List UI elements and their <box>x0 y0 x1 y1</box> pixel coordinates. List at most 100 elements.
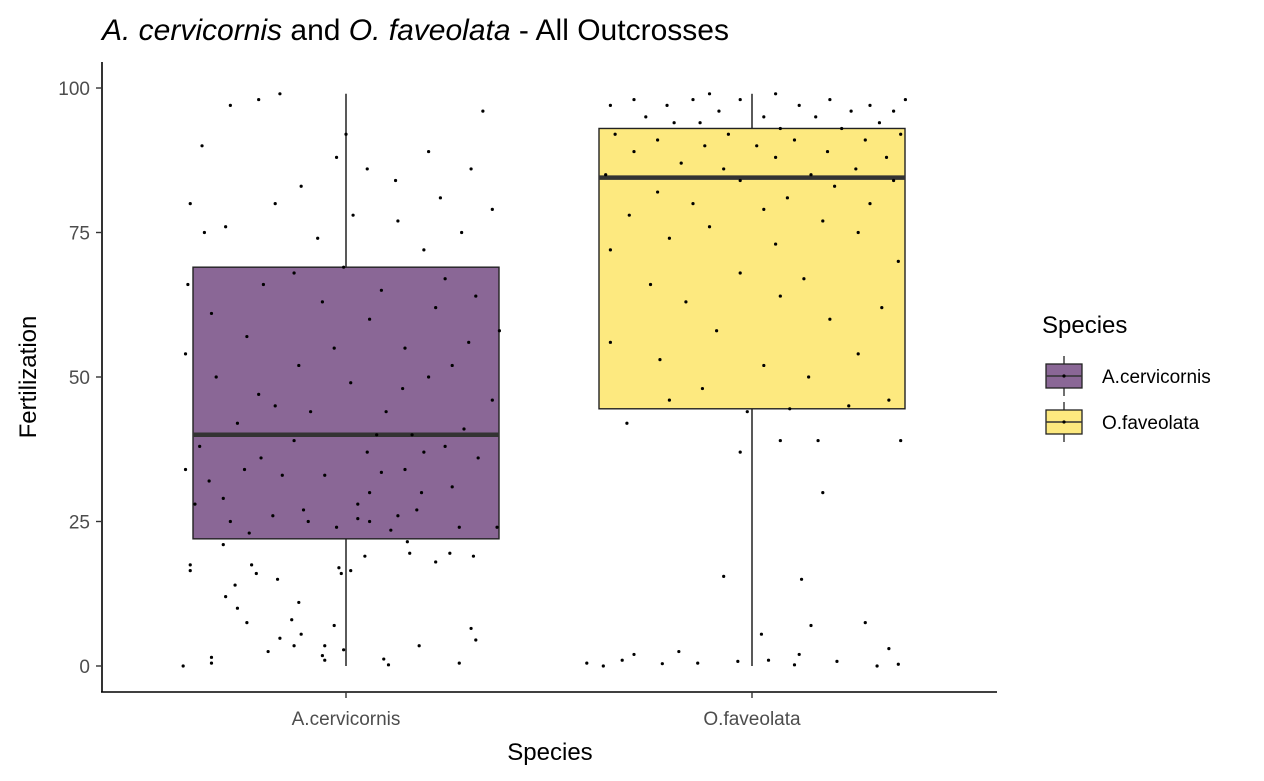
data-point <box>221 496 225 500</box>
data-point <box>188 202 192 206</box>
data-point <box>715 329 719 333</box>
chart-title-part: - All Outcrosses <box>511 14 729 47</box>
legend-label: O.faveolata <box>1102 413 1200 434</box>
data-point <box>476 456 480 460</box>
data-point <box>323 644 327 648</box>
data-point <box>379 288 383 292</box>
data-point <box>672 121 676 125</box>
data-point <box>434 560 438 564</box>
data-point <box>762 207 766 211</box>
data-point <box>738 271 742 275</box>
data-point <box>280 473 284 477</box>
data-point <box>396 219 400 223</box>
data-point <box>365 167 369 171</box>
data-point <box>490 398 494 402</box>
data-point <box>809 173 813 177</box>
y-axis-ticks: 0 25 50 75 100 <box>58 79 102 678</box>
iqr-box <box>598 127 906 410</box>
data-point <box>342 648 346 652</box>
data-point <box>273 202 277 206</box>
data-point <box>221 543 225 547</box>
data-point <box>368 317 372 321</box>
data-point <box>707 92 712 96</box>
data-point <box>762 115 766 119</box>
data-point <box>247 531 251 535</box>
data-point <box>471 554 476 558</box>
data-point <box>415 508 419 512</box>
data-point <box>854 167 858 171</box>
data-point <box>613 132 617 136</box>
data-point <box>700 386 705 391</box>
data-point <box>585 661 589 665</box>
data-point <box>896 259 900 264</box>
data-point <box>379 470 383 474</box>
data-point <box>214 375 218 379</box>
data-point <box>405 540 409 544</box>
legend: Species A.cervicornis O.faveolata <box>1042 312 1211 442</box>
data-point <box>257 97 261 102</box>
data-point <box>814 115 818 119</box>
data-point <box>209 311 214 316</box>
data-point <box>828 317 832 321</box>
data-point <box>401 386 405 391</box>
data-point <box>323 658 327 662</box>
data-point <box>726 132 731 136</box>
data-point <box>667 236 672 240</box>
data-point <box>825 149 830 154</box>
data-point <box>632 97 636 102</box>
data-point <box>880 306 884 310</box>
data-point <box>707 225 712 229</box>
y-tick-label: 50 <box>69 368 90 389</box>
data-point <box>393 178 398 183</box>
data-point <box>448 551 452 555</box>
data-point <box>608 103 613 107</box>
data-point <box>292 271 296 275</box>
data-point <box>427 375 431 379</box>
chart-title-part: and <box>282 14 349 47</box>
data-point <box>658 358 662 362</box>
data-point <box>422 450 426 454</box>
y-axis-title: Fertilization <box>15 316 42 439</box>
data-point <box>745 410 749 414</box>
data-point <box>403 467 407 472</box>
data-point <box>278 92 282 96</box>
data-point <box>198 444 202 448</box>
data-point <box>334 155 339 159</box>
data-point <box>403 346 407 350</box>
data-point <box>245 621 249 625</box>
data-point <box>228 103 232 107</box>
data-point <box>419 490 424 495</box>
data-point <box>306 519 310 524</box>
data-point <box>644 115 648 119</box>
data-point <box>228 519 232 524</box>
data-point <box>181 664 185 668</box>
legend-key-point <box>1062 420 1066 424</box>
data-point <box>297 600 301 605</box>
data-point <box>667 398 672 402</box>
data-point <box>868 202 872 206</box>
data-point <box>625 421 629 425</box>
data-point <box>200 144 204 148</box>
data-point <box>434 306 438 310</box>
data-point <box>656 190 660 194</box>
data-point <box>375 433 379 437</box>
data-point <box>896 662 900 666</box>
data-point <box>762 363 766 368</box>
data-point <box>495 525 499 529</box>
data-point <box>186 282 190 287</box>
data-point <box>297 363 301 368</box>
data-point <box>835 659 839 663</box>
data-point <box>457 525 461 529</box>
data-point <box>363 554 367 558</box>
data-point <box>797 103 801 107</box>
data-point <box>604 173 608 177</box>
data-point <box>408 551 412 555</box>
chart-title: A. cervicornis and O. faveolata - All Ou… <box>100 14 729 47</box>
data-point <box>821 490 825 495</box>
y-tick-label: 25 <box>69 512 90 533</box>
data-point <box>245 334 249 339</box>
points-a-cervicornis <box>181 92 501 668</box>
data-point <box>457 661 461 665</box>
box-a-cervicornis <box>192 93 500 666</box>
data-point <box>797 652 801 657</box>
